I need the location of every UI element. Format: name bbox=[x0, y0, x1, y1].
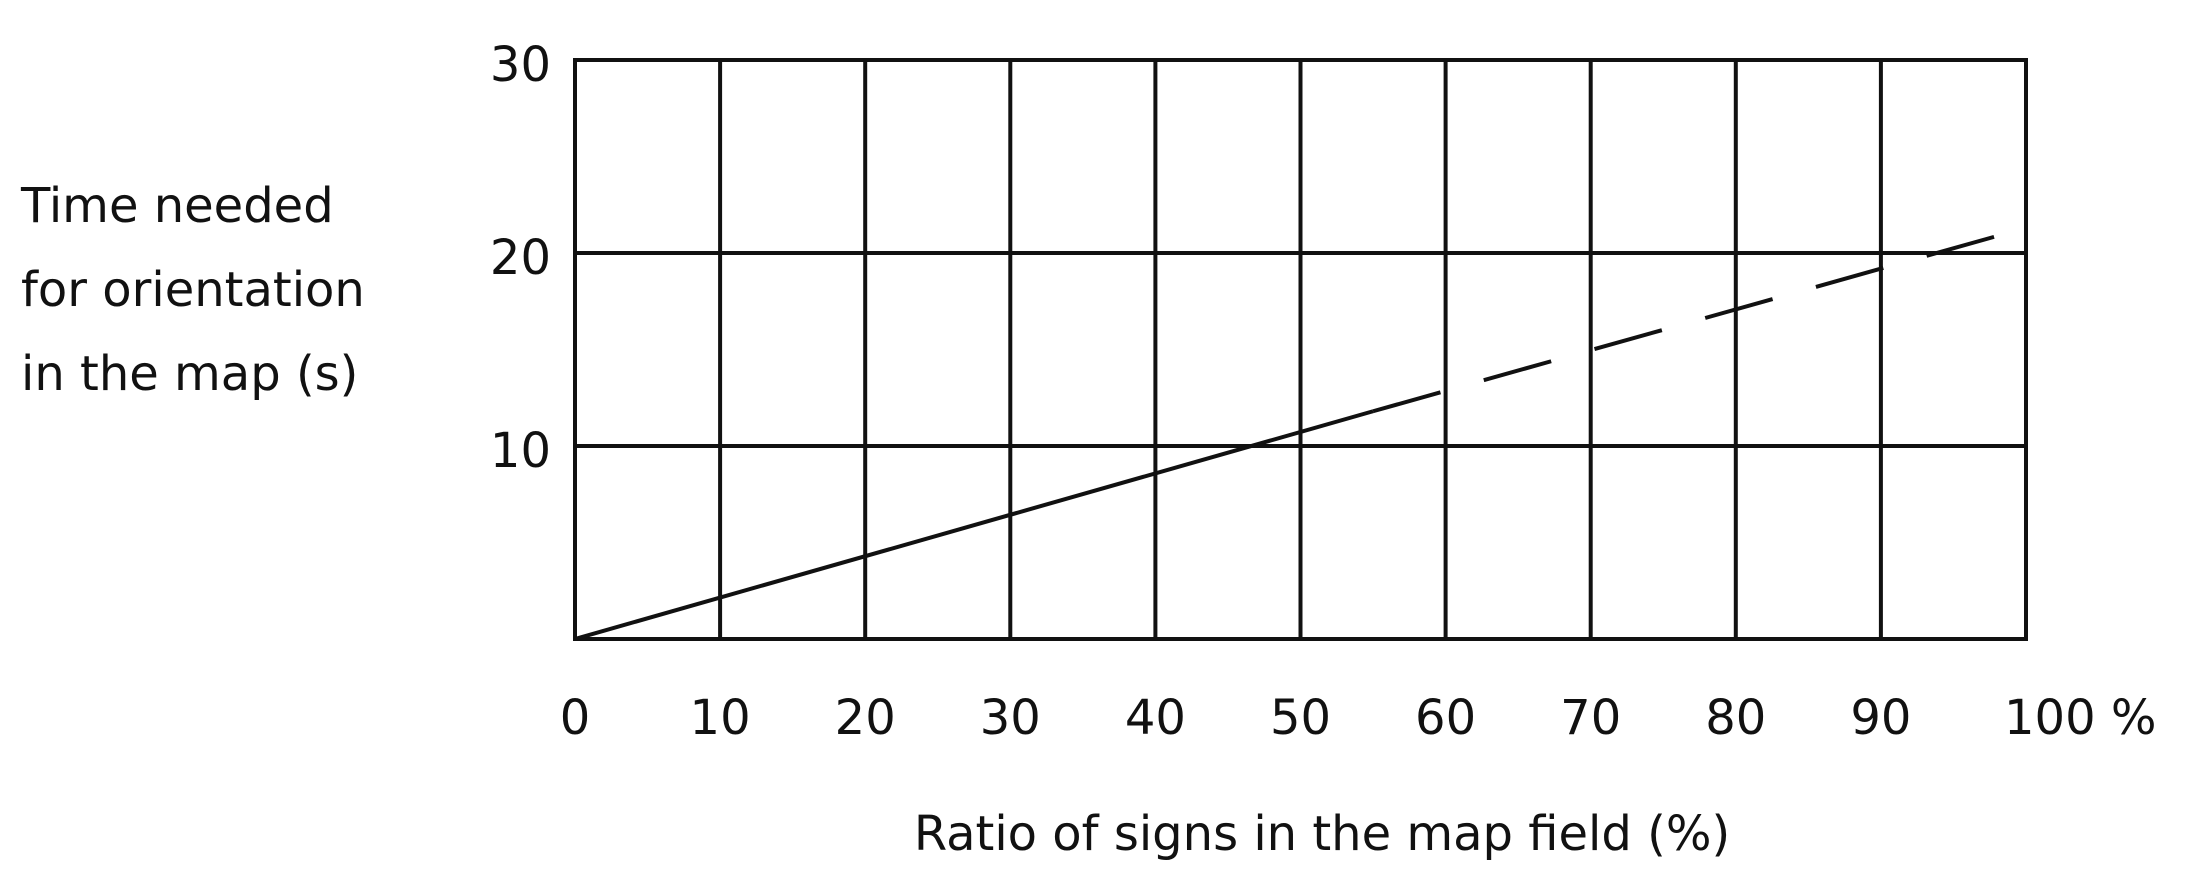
y-tick-label: 30 bbox=[490, 37, 551, 93]
line bbox=[1372, 225, 2027, 414]
line bbox=[574, 409, 1374, 641]
x-tick-label: 90 bbox=[1850, 690, 1911, 746]
x-tick-label: 60 bbox=[1415, 690, 1476, 746]
y-axis-label: Time needed bbox=[20, 178, 334, 234]
x-tick-label: 40 bbox=[1125, 690, 1186, 746]
y-tick-label: 20 bbox=[490, 230, 551, 286]
y-axis-label: for orientation bbox=[21, 262, 365, 318]
y-axis-label: in the map (s) bbox=[21, 346, 358, 402]
x-tick-label: 30 bbox=[980, 690, 1041, 746]
x-tick-label: 0 bbox=[560, 690, 591, 746]
x-tick-label: 50 bbox=[1270, 690, 1331, 746]
y-tick-label: 10 bbox=[490, 423, 551, 479]
x-tick-label: 80 bbox=[1705, 690, 1766, 746]
x-tick-label: 10 bbox=[690, 690, 751, 746]
x-tick-label: 70 bbox=[1560, 690, 1621, 746]
x-tick-label: 100 % bbox=[2004, 690, 2156, 746]
plot-frame bbox=[573, 58, 2028, 641]
x-axis-label: Ratio of signs in the map field (%) bbox=[914, 806, 1730, 862]
x-tick-label: 20 bbox=[835, 690, 896, 746]
